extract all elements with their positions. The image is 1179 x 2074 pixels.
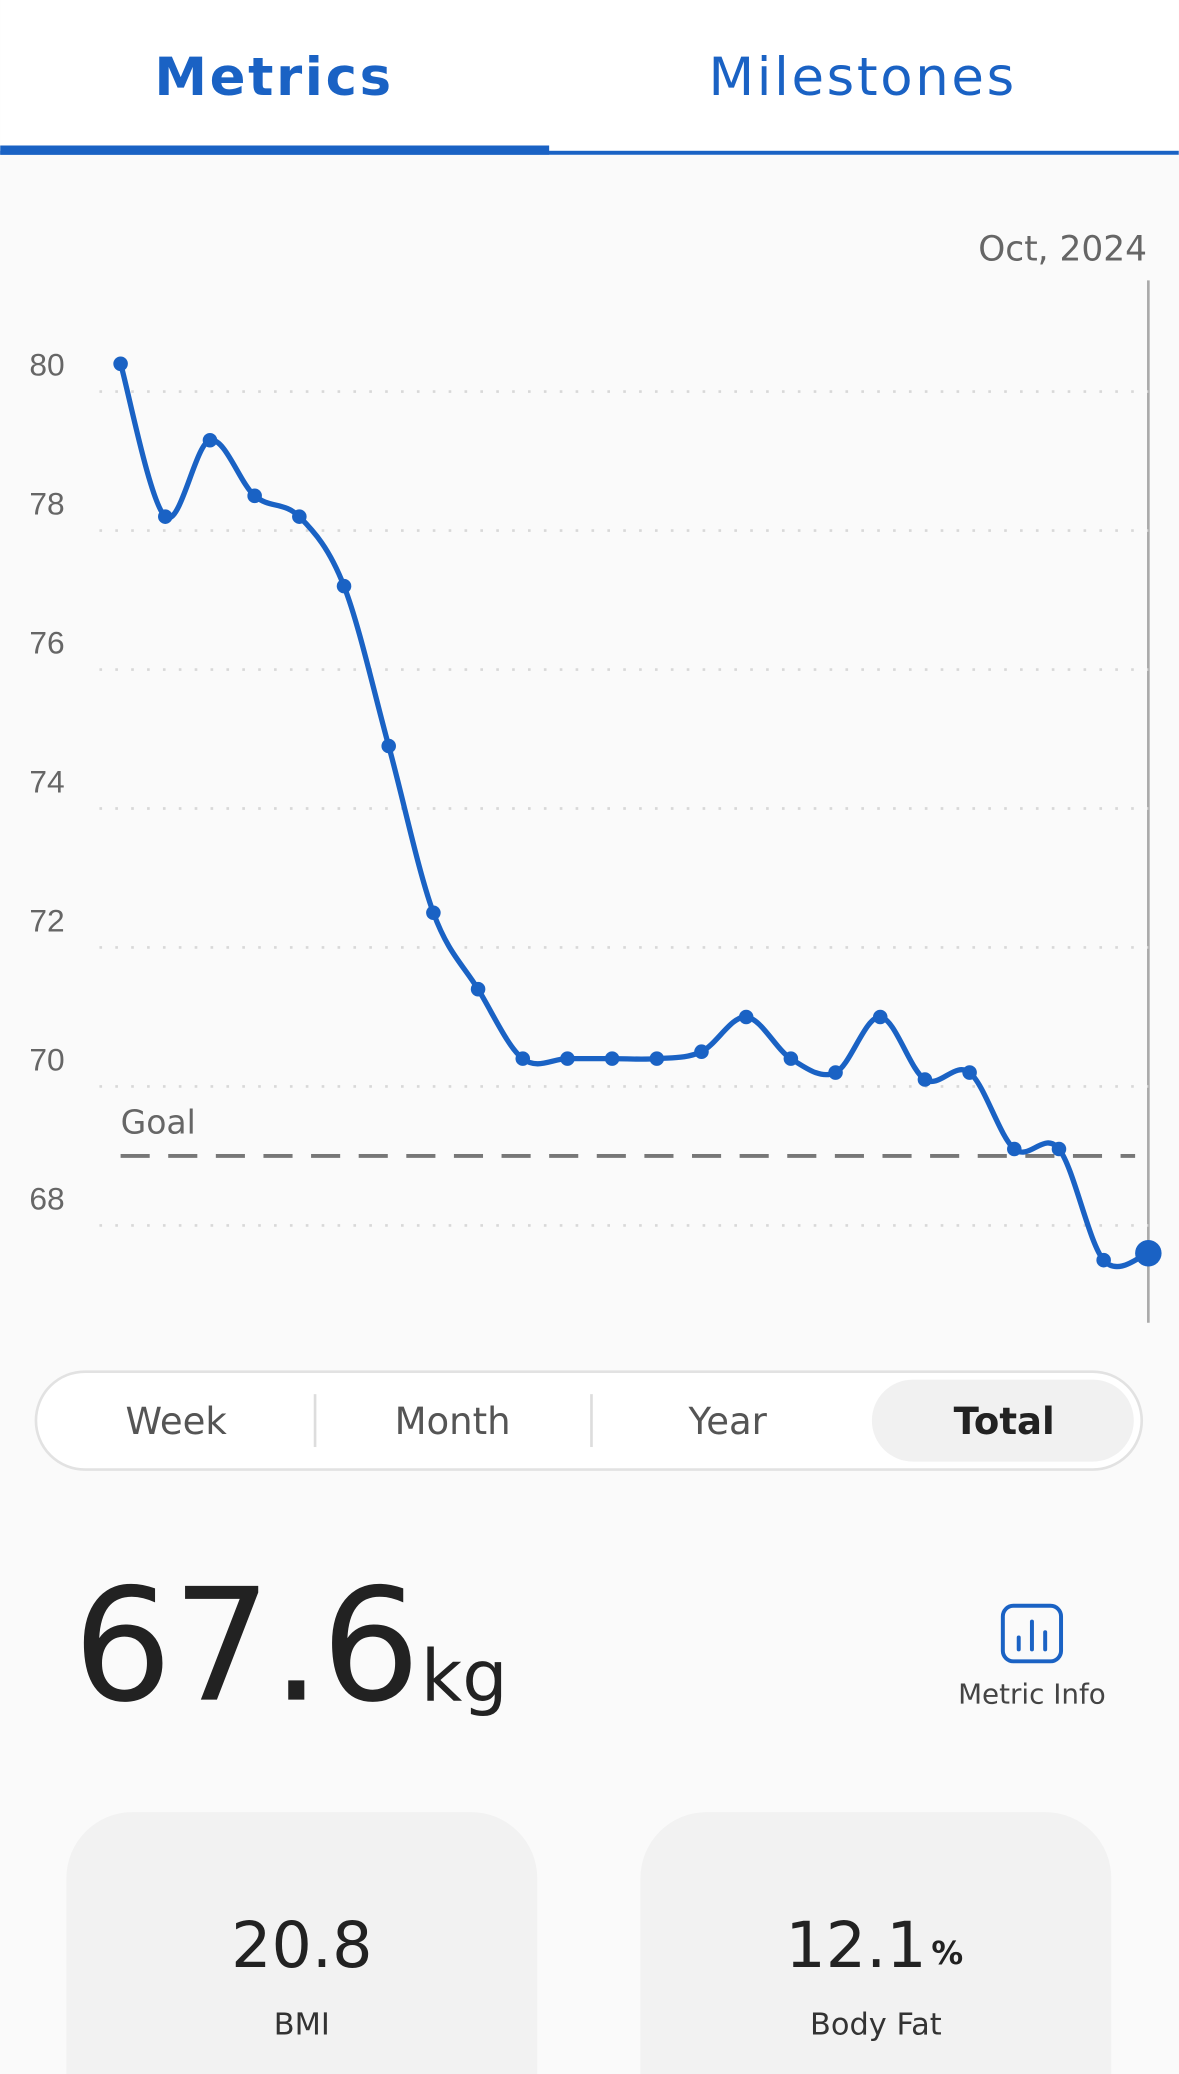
tab-bar xyxy=(0,0,1179,154)
metric-info-label: Metric Info xyxy=(958,1678,1106,1711)
card[interactable] xyxy=(66,1812,538,2074)
point xyxy=(292,509,307,524)
range-active xyxy=(871,1379,1134,1462)
range-option[interactable]: Total xyxy=(954,1400,1055,1443)
range-option[interactable]: Month xyxy=(395,1400,511,1443)
chart: 68 70 72 74 76 78 80 Goal xyxy=(29,347,1162,1270)
metric-info-button[interactable]: Metric Info xyxy=(958,1603,1106,1711)
point xyxy=(872,1009,888,1025)
tab-indicator xyxy=(0,145,550,155)
line xyxy=(118,363,1150,1270)
point xyxy=(515,1051,531,1066)
range-selector xyxy=(34,1370,1144,1471)
y-tick-label: 72 xyxy=(29,903,64,939)
point xyxy=(1135,1239,1162,1267)
current-unit: kg xyxy=(421,1635,508,1718)
tab-divider xyxy=(0,150,1179,155)
point xyxy=(426,905,441,921)
point xyxy=(560,1051,575,1066)
current-value: 67.6 xyxy=(73,1555,420,1737)
range-option[interactable]: Year xyxy=(688,1400,768,1443)
y-tick-label: 68 xyxy=(29,1181,64,1217)
date-label: Oct, 2024 xyxy=(978,230,1147,270)
point xyxy=(1007,1141,1022,1157)
point xyxy=(202,432,218,448)
card-unit: % xyxy=(931,1936,963,1972)
point xyxy=(738,1009,754,1025)
card-value: 12.1 xyxy=(785,1908,926,1982)
tab[interactable]: Milestones xyxy=(708,47,1016,108)
goal-label: Goal xyxy=(121,1102,196,1141)
point xyxy=(604,1051,620,1066)
y-tick-label: 74 xyxy=(29,764,64,800)
card[interactable] xyxy=(640,1812,1112,2074)
point xyxy=(381,738,396,754)
point xyxy=(783,1051,799,1066)
card-label: BMI xyxy=(274,2007,330,2042)
point xyxy=(158,509,173,524)
card-label: Body Fat xyxy=(810,2007,942,2042)
icon xyxy=(1000,1603,1064,1664)
range-option[interactable]: Week xyxy=(125,1400,227,1443)
point xyxy=(1051,1141,1067,1157)
point xyxy=(962,1065,977,1080)
point xyxy=(1096,1252,1111,1268)
point xyxy=(649,1051,665,1066)
y-tick-label: 76 xyxy=(29,625,64,661)
point xyxy=(828,1065,843,1080)
point xyxy=(247,488,262,504)
point xyxy=(694,1044,709,1059)
tab[interactable]: Metrics xyxy=(154,47,393,108)
point xyxy=(113,356,128,372)
y-tick-label: 78 xyxy=(29,486,64,522)
card-value: 20.8 xyxy=(231,1908,372,1982)
point xyxy=(336,578,352,594)
point xyxy=(470,981,486,997)
y-tick-label: 80 xyxy=(29,347,64,383)
y-tick-label: 70 xyxy=(29,1042,64,1078)
point xyxy=(917,1072,933,1087)
